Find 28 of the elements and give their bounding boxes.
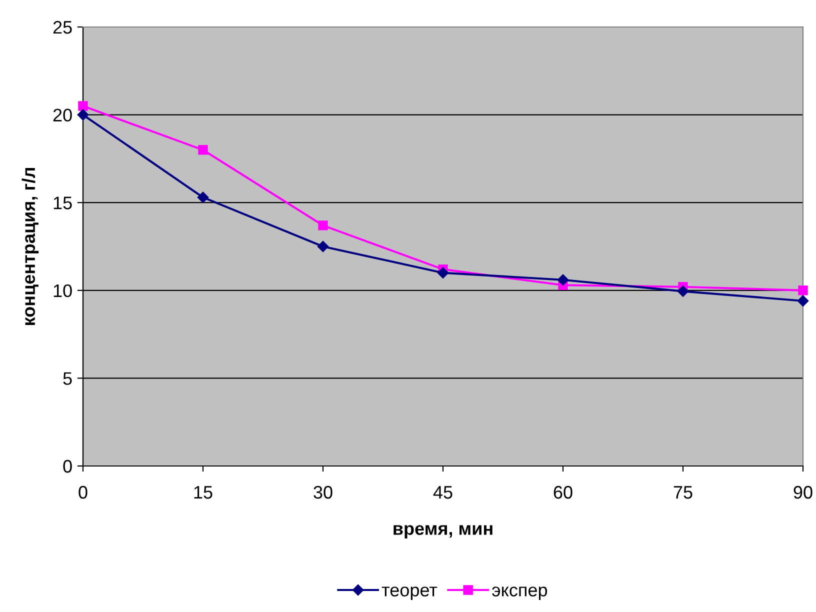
x-tick-label: 60 xyxy=(554,486,572,499)
x-tick-label: 75 xyxy=(674,486,692,499)
point xyxy=(557,274,569,286)
legend-label: теорет xyxy=(382,586,438,600)
point xyxy=(77,109,89,120)
y-tick-label: 15 xyxy=(54,196,72,210)
x-tick-label: 0 xyxy=(78,486,88,499)
point xyxy=(78,101,88,111)
x-tick-label: 15 xyxy=(194,486,212,499)
point xyxy=(677,286,689,297)
point xyxy=(797,295,809,307)
x-tick-label: 30 xyxy=(314,486,332,499)
point xyxy=(318,220,328,230)
y-tick-label: 0 xyxy=(63,460,72,473)
point xyxy=(317,240,329,252)
y-tick-label: 25 xyxy=(53,20,72,34)
x-axis-title: время, мин xyxy=(394,525,492,539)
y-tick-label: 20 xyxy=(53,108,72,122)
y-tick-label: 5 xyxy=(63,372,72,385)
point xyxy=(198,145,208,155)
point xyxy=(437,267,449,278)
x-tick-label: 90 xyxy=(794,486,812,499)
legend-label: экспер xyxy=(492,586,548,600)
point xyxy=(798,286,808,296)
x-tick-label: 45 xyxy=(433,486,452,499)
y-tick-label: 10 xyxy=(54,284,72,298)
y-axis-title: концентрация, г/л xyxy=(22,168,39,325)
point xyxy=(197,192,209,203)
